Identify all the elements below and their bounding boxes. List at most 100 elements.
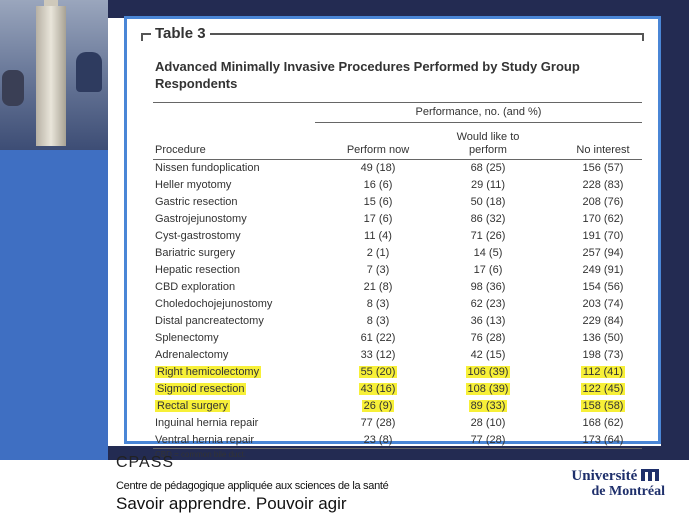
cell-procedure: Hepatic resection — [155, 264, 240, 276]
cell-procedure: Sigmoid resection — [155, 383, 247, 395]
cell-would-like: 77 (28) — [443, 434, 533, 446]
cell-perform-now: 2 (1) — [333, 247, 423, 259]
cell-no-interest-text: 122 (45) — [580, 383, 626, 395]
cell-no-interest: 257 (94) — [558, 247, 648, 259]
column-header-no-interest: No interest — [576, 144, 630, 156]
table-card: Table 3 Advanced Minimally Invasive Proc… — [124, 16, 661, 459]
cell-no-interest-text: 229 (84) — [582, 315, 624, 327]
cell-procedure-text: Ventral hernia repair — [155, 434, 255, 446]
header-top-rule — [153, 102, 642, 103]
right-decor-band — [661, 18, 689, 460]
cell-procedure-text: Distal pancreatectomy — [155, 315, 264, 327]
cell-would-like: 89 (33) — [443, 400, 533, 412]
cell-no-interest: 203 (74) — [558, 298, 648, 310]
table-row: Sigmoid resection 43 (16) 108 (39) 122 (45) — [153, 381, 642, 398]
cell-would-like-text: 17 (6) — [473, 264, 503, 276]
cell-perform-now-text: 55 (20) — [358, 366, 398, 378]
motto: Savoir apprendre. Pouvoir agir — [116, 494, 347, 513]
cell-perform-now: 43 (16) — [333, 383, 423, 395]
cell-no-interest-text: 228 (83) — [582, 179, 624, 191]
header-bottom-rule — [153, 159, 642, 160]
cell-perform-now: 15 (6) — [333, 196, 423, 208]
photo-person — [76, 52, 102, 92]
table-row: Heller myotomy 16 (6) 29 (11) 228 (83) — [153, 177, 642, 194]
cell-no-interest-text: 198 (73) — [582, 349, 624, 361]
cell-would-like-text: 98 (36) — [470, 281, 506, 293]
table-row: Bariatric surgery 2 (1) 14 (5) 257 (94) — [153, 245, 642, 262]
cell-perform-now-text: 33 (12) — [360, 349, 396, 361]
cell-procedure-text: Gastrojejunostomy — [155, 213, 247, 225]
cell-no-interest: 112 (41) — [558, 366, 648, 378]
cell-would-like-text: 29 (11) — [470, 179, 506, 191]
cell-would-like: 28 (10) — [443, 417, 533, 429]
cell-would-like: 86 (32) — [443, 213, 533, 225]
column-header-procedure: Procedure — [155, 144, 206, 156]
cell-procedure: Adrenalectomy — [155, 349, 228, 361]
cell-no-interest: 136 (50) — [558, 332, 648, 344]
table-row: Right hemicolectomy 55 (20) 106 (39) 112 (4… — [153, 364, 642, 381]
cell-procedure: Inguinal hernia repair — [155, 417, 258, 429]
table-row: Nissen fundoplication 49 (18) 68 (25) 156 (… — [153, 160, 642, 177]
cell-no-interest: 228 (83) — [558, 179, 648, 191]
cell-perform-now-text: 8 (3) — [366, 298, 390, 310]
cell-no-interest: 191 (70) — [558, 230, 648, 242]
cell-no-interest: 198 (73) — [558, 349, 648, 361]
cell-procedure-text: Inguinal hernia repair — [155, 417, 259, 429]
cell-no-interest: 122 (45) — [558, 383, 648, 395]
cell-procedure: Nissen fundoplication — [155, 162, 260, 174]
cell-perform-now-text: 43 (16) — [358, 383, 398, 395]
cell-no-interest: 229 (84) — [558, 315, 648, 327]
university-wordmark: Université de Montréal — [571, 468, 665, 500]
cell-perform-now-text: 2 (1) — [366, 247, 390, 259]
table-number-label: Table 3 — [151, 25, 210, 42]
label-rule-left — [141, 33, 143, 41]
cell-procedure-text: CBD exploration — [155, 281, 236, 293]
cell-perform-now: 23 (8) — [333, 434, 423, 446]
university-name: Université — [571, 468, 638, 484]
cell-procedure-text: Cyst-gastrostomy — [155, 230, 241, 242]
cell-perform-now: 21 (8) — [333, 281, 423, 293]
cell-procedure: Right hemicolectomy — [155, 366, 262, 378]
cell-would-like: 71 (26) — [443, 230, 533, 242]
cell-would-like-text: 42 (15) — [470, 349, 506, 361]
cell-no-interest-text: 249 (91) — [582, 264, 624, 276]
cell-perform-now: 8 (3) — [333, 315, 423, 327]
column-header-would-like-line1: Would like to — [456, 131, 520, 143]
cell-procedure-text: Choledochojejunostomy — [155, 298, 273, 310]
cell-would-like: 62 (23) — [443, 298, 533, 310]
cell-procedure: Bariatric surgery — [155, 247, 235, 259]
campus-tower — [36, 6, 66, 146]
cell-procedure-text: Heller myotomy — [155, 179, 232, 191]
table-row: CBD exploration 21 (8) 98 (36) 154 (56) — [153, 279, 642, 296]
table-footnote: CBD = common bile duct. — [155, 450, 246, 459]
cell-would-like-text: 68 (25) — [470, 162, 506, 174]
cell-no-interest-text: 203 (74) — [582, 298, 624, 310]
cell-would-like: 98 (36) — [443, 281, 533, 293]
table-row: Inguinal hernia repair 77 (28) 28 (10) 168 … — [153, 415, 642, 432]
table-row: Gastrojejunostomy 17 (6) 86 (32) 170 (62) — [153, 211, 642, 228]
cell-no-interest: 173 (64) — [558, 434, 648, 446]
cell-perform-now: 8 (3) — [333, 298, 423, 310]
cell-procedure: CBD exploration — [155, 281, 235, 293]
cell-no-interest-text: 112 (41) — [580, 366, 626, 378]
cell-would-like-text: 106 (39) — [465, 366, 511, 378]
cell-perform-now: 61 (22) — [333, 332, 423, 344]
cell-would-like-text: 89 (33) — [468, 400, 508, 412]
cell-would-like: 76 (28) — [443, 332, 533, 344]
cell-no-interest-text: 257 (94) — [582, 247, 624, 259]
performance-group-rule — [315, 122, 642, 123]
column-header-perform-now: Perform now — [346, 144, 410, 156]
cell-would-like-text: 76 (28) — [470, 332, 506, 344]
cell-procedure: Distal pancreatectomy — [155, 315, 264, 327]
cell-would-like-text: 86 (32) — [470, 213, 506, 225]
cell-would-like: 14 (5) — [443, 247, 533, 259]
table-row: Adrenalectomy 33 (12) 42 (15) 198 (73) — [153, 347, 642, 364]
cell-no-interest: 154 (56) — [558, 281, 648, 293]
cell-procedure: Heller myotomy — [155, 179, 231, 191]
table-row: Rectal surgery 26 (9) 89 (33) 158 (58) — [153, 398, 642, 415]
university-line2: de Montréal — [591, 484, 665, 499]
cell-perform-now-text: 21 (8) — [363, 281, 393, 293]
cell-procedure-text: Sigmoid resection — [155, 383, 247, 395]
cell-would-like: 106 (39) — [443, 366, 533, 378]
cell-no-interest: 158 (58) — [558, 400, 648, 412]
